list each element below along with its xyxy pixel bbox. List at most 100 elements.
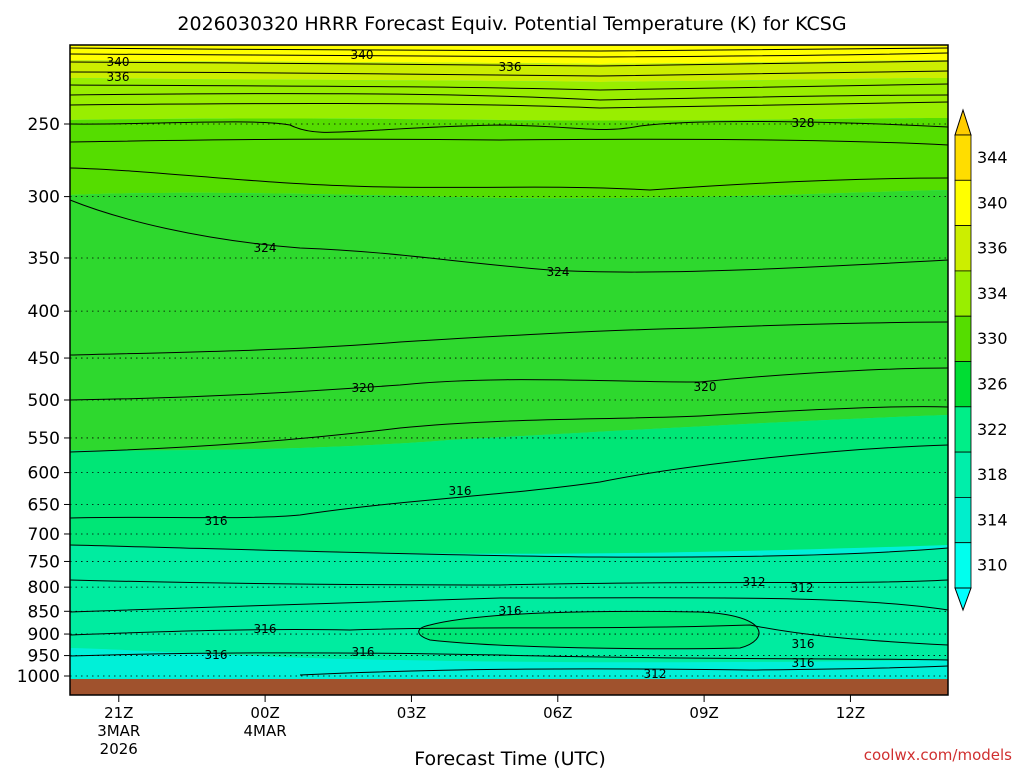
contour-label-7: 320 — [352, 381, 375, 395]
x-tick-label-4: 09Z — [689, 704, 718, 722]
contour-label-19: 312 — [644, 667, 667, 681]
contour-label-0: 340 — [351, 48, 374, 62]
contour-label-3: 336 — [499, 60, 522, 74]
y-tick-label-450: 450 — [28, 349, 60, 369]
colorbar-segment-3 — [954, 270, 972, 317]
contour-line-322 — [69, 321, 949, 356]
chart-title: 2026030320 HRRR Forecast Equiv. Potentia… — [177, 13, 846, 35]
colorbar-label-3: 334 — [977, 284, 1008, 303]
contour-line-314 — [69, 544, 949, 558]
x-tick-sublabel-0-0: 3MAR — [97, 722, 140, 740]
contour-label-17: 316 — [352, 645, 375, 659]
contour-label-18: 316 — [792, 656, 815, 670]
contour-line-316 — [69, 444, 949, 519]
y-tick-label-1000: 1000 — [17, 667, 60, 687]
colorbar-label-0: 344 — [977, 148, 1008, 167]
y-tick-label-650: 650 — [28, 495, 60, 515]
colorbar-segment-5 — [954, 361, 972, 408]
contour-line-336b — [69, 70, 949, 77]
contour-fill — [70, 45, 948, 695]
contour-line-332a — [69, 83, 949, 91]
colorbar-label-6: 322 — [977, 420, 1008, 439]
y-axis: 250 300 350 400 450 500 550 600 650 700 750 800 850 9… — [17, 115, 70, 687]
y-tick-label-850: 850 — [28, 602, 60, 622]
colorbar-label-2: 336 — [977, 239, 1008, 258]
contour-label-9: 316 — [449, 484, 472, 498]
contour-line-316c — [69, 652, 949, 661]
contour-line-312c — [299, 665, 949, 676]
contour-line-328 — [69, 120, 949, 133]
x-tick-label-1: 00Z — [250, 704, 279, 722]
contour-label-16: 316 — [205, 648, 228, 662]
colorbar-label-5: 326 — [977, 375, 1008, 394]
contour-label-8: 320 — [694, 380, 717, 394]
contour-line-312a — [69, 579, 949, 586]
y-tick-label-700: 700 — [28, 525, 60, 545]
band-332-336 — [70, 60, 948, 82]
colorbar-bottom-arrow — [954, 587, 972, 612]
y-tick-label-600: 600 — [28, 464, 60, 484]
contour-line-340b — [69, 52, 949, 58]
band-328-332 — [70, 78, 948, 121]
x-tick-label-5: 12Z — [836, 704, 865, 722]
contour-label-11: 312 — [743, 575, 766, 589]
ground-fill — [70, 679, 948, 695]
x-tick-label-0: 21Z — [104, 704, 133, 722]
contour-line-340a — [69, 47, 949, 52]
colorbar-segment-9 — [954, 542, 972, 589]
y-tick-label-800: 800 — [28, 578, 60, 598]
x-axis-label: Forecast Time (UTC) — [414, 748, 605, 768]
contour-line-320 — [69, 367, 949, 401]
contour-line-312b — [69, 597, 949, 613]
x-tick-sublabel-0-1: 2026 — [100, 740, 138, 758]
y-tick-label-300: 300 — [28, 188, 60, 208]
colorbar-label-7: 318 — [977, 465, 1008, 484]
contour-line-316-pocket — [418, 610, 760, 650]
contour-line-318 — [69, 406, 949, 453]
y-tick-label-950: 950 — [28, 647, 60, 667]
colorbar-segment-7 — [954, 451, 972, 498]
contour-label-14: 316 — [792, 637, 815, 651]
contour-line-332c — [69, 101, 949, 109]
colorbar-label-1: 340 — [977, 193, 1008, 212]
contour-line-316b — [69, 624, 949, 646]
contour-label-2: 336 — [107, 70, 130, 84]
contour-line-324a — [69, 167, 949, 191]
colorbar-segment-6 — [954, 406, 972, 453]
colorbar-segment-2 — [954, 225, 972, 272]
y-tick-label-750: 750 — [28, 552, 60, 572]
contour-line-332b — [69, 93, 949, 101]
colorbar-segment-4 — [954, 315, 972, 362]
plot-frame — [69, 44, 949, 696]
colorbar-top-arrow — [954, 108, 972, 136]
y-tick-label-900: 900 — [28, 625, 60, 645]
band-316-320 — [70, 415, 948, 554]
contour-label-15: 316 — [254, 622, 277, 636]
y-tick-label-500: 500 — [28, 391, 60, 411]
colorbar-label-4: 330 — [977, 329, 1008, 348]
contour-label-13: 316 — [499, 604, 522, 618]
contour-line-324b — [69, 199, 949, 273]
contour-label-1: 340 — [107, 55, 130, 69]
contour-label-6: 324 — [547, 265, 570, 279]
contour-line-336a — [69, 60, 949, 67]
y-tick-label-350: 350 — [28, 249, 60, 269]
colorbar-segment-1 — [954, 179, 972, 227]
y-tick-label-550: 550 — [28, 429, 60, 449]
band-324-328 — [70, 118, 948, 199]
credit-text: coolwx.com/models — [864, 746, 1012, 764]
contour-label-5: 324 — [254, 241, 277, 255]
colorbar-segment-0 — [954, 134, 972, 181]
colorbar-label-8: 314 — [977, 510, 1008, 529]
x-tick-label-3: 06Z — [543, 704, 572, 722]
colorbar-label-9: 310 — [977, 556, 1008, 575]
colorbar-segment-8 — [954, 496, 972, 544]
band-316-pocket — [418, 611, 760, 649]
colorbar: 344 340 336 334 330 326 322 318 314 310 — [954, 108, 1008, 612]
contour-label-12: 312 — [791, 581, 814, 595]
contour-label-4: 328 — [792, 116, 815, 130]
contour-line-326 — [69, 138, 949, 146]
y-tick-label-250: 250 — [28, 115, 60, 135]
